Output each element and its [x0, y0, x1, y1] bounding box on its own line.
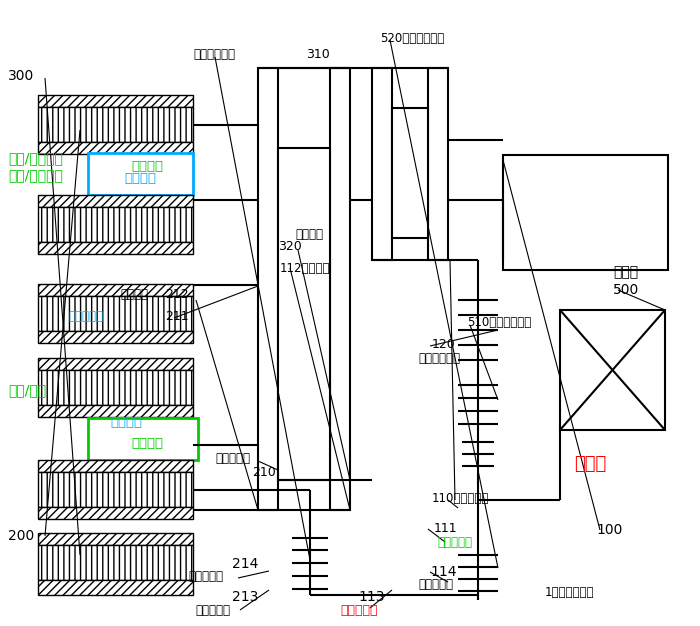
Text: 驱动/反转倒挡: 驱动/反转倒挡 [8, 151, 63, 165]
Bar [428, 68, 448, 260]
Text: 第二行星排: 第二行星排 [215, 453, 250, 466]
Bar [38, 545, 193, 580]
Text: 120: 120 [432, 337, 456, 351]
Text: 第一主动齿轮: 第一主动齿轮 [418, 352, 460, 364]
Text: 300: 300 [8, 69, 34, 83]
Text: 214: 214 [232, 557, 258, 571]
Bar [38, 296, 193, 331]
Bar [38, 207, 193, 242]
Text: 第二行星架: 第二行星架 [195, 603, 230, 617]
Text: 第一行星轮: 第一行星轮 [418, 578, 453, 592]
Text: 从动齿轮: 从动齿轮 [295, 227, 323, 240]
Text: 212: 212 [165, 289, 188, 302]
Text: 发电/制动发电: 发电/制动发电 [8, 168, 63, 182]
Bar [38, 107, 193, 142]
Bar [560, 310, 665, 430]
Bar [88, 418, 198, 460]
Text: 第二行星轮: 第二行星轮 [188, 570, 223, 583]
Text: 第一太阳轮: 第一太阳轮 [437, 536, 472, 550]
Text: 211: 211 [165, 309, 188, 322]
Text: 第二齿圈: 第二齿圈 [120, 289, 148, 302]
Text: 第二电机: 第二电机 [131, 160, 163, 173]
Bar [38, 358, 193, 370]
Text: 第一电机: 第一电机 [110, 416, 142, 429]
Text: 发动机: 发动机 [574, 455, 606, 473]
Text: 200: 200 [8, 529, 34, 543]
Bar [38, 507, 193, 519]
Bar [38, 533, 193, 545]
Bar [372, 68, 392, 260]
Bar [278, 148, 330, 480]
Bar [38, 331, 193, 343]
Text: 第一行星架: 第一行星架 [340, 603, 377, 617]
Text: 210: 210 [252, 466, 276, 480]
Bar [88, 153, 193, 195]
Bar [38, 370, 193, 405]
Text: 发电/驱动: 发电/驱动 [8, 383, 46, 397]
Text: 113: 113 [358, 590, 384, 604]
Bar [38, 284, 193, 296]
Text: 310: 310 [306, 48, 330, 61]
Bar [38, 142, 193, 154]
Text: 110第一行星排: 110第一行星排 [432, 493, 489, 506]
Bar [38, 242, 193, 254]
Bar [330, 68, 350, 510]
Bar [38, 580, 193, 595]
Text: 第一电机: 第一电机 [124, 172, 156, 185]
Bar [38, 195, 193, 207]
Bar [38, 405, 193, 417]
Bar [503, 155, 668, 270]
Bar [258, 68, 278, 510]
Text: 320: 320 [278, 240, 302, 254]
Bar [38, 472, 193, 507]
Text: 500: 500 [613, 283, 639, 297]
Bar [392, 108, 428, 238]
Text: 213: 213 [232, 590, 258, 604]
Text: 111: 111 [434, 523, 458, 535]
Bar [38, 95, 193, 107]
Text: 112第一齿圈: 112第一齿圈 [280, 262, 330, 274]
Text: 510减速主动齿轮: 510减速主动齿轮 [467, 316, 531, 329]
Text: 520减速从动齿轮: 520减速从动齿轮 [380, 31, 444, 44]
Text: 114: 114 [430, 565, 456, 579]
Text: 差速器: 差速器 [613, 265, 638, 279]
Text: 1混合动力系统: 1混合动力系统 [545, 587, 594, 600]
Text: 第二主动齿轮: 第二主动齿轮 [193, 48, 235, 61]
Text: 第二电机: 第二电机 [131, 437, 163, 450]
Text: 第二太阳轮: 第二太阳轮 [68, 309, 103, 322]
Bar [38, 460, 193, 472]
Text: 100: 100 [596, 523, 622, 537]
